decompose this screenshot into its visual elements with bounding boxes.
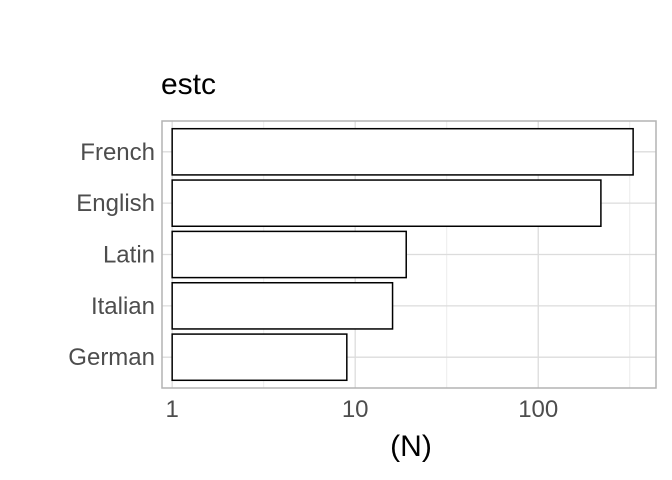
x-tick-label: 10: [342, 396, 369, 423]
y-tick-label: English: [76, 190, 155, 217]
x-axis-title: (N): [390, 430, 432, 463]
y-axis-tick-labels: French English Latin Italian German: [68, 139, 155, 371]
y-tick-label: Latin: [103, 242, 155, 269]
chart-title: estc: [161, 68, 216, 101]
bar-italian: [171, 281, 394, 330]
y-tick-label: Italian: [91, 293, 155, 320]
y-tick-label: French: [80, 139, 155, 166]
bar-english: [171, 179, 602, 228]
bar-french: [171, 127, 634, 176]
panel-border: [161, 120, 657, 389]
bar-german: [171, 333, 348, 382]
x-axis-tick-labels: 1 10 100: [165, 396, 558, 423]
y-tick-label: German: [68, 344, 155, 371]
x-tick-label: 100: [518, 396, 558, 423]
bars: [171, 127, 634, 382]
x-tick-label: 1: [165, 396, 178, 423]
bar-latin: [171, 230, 407, 279]
